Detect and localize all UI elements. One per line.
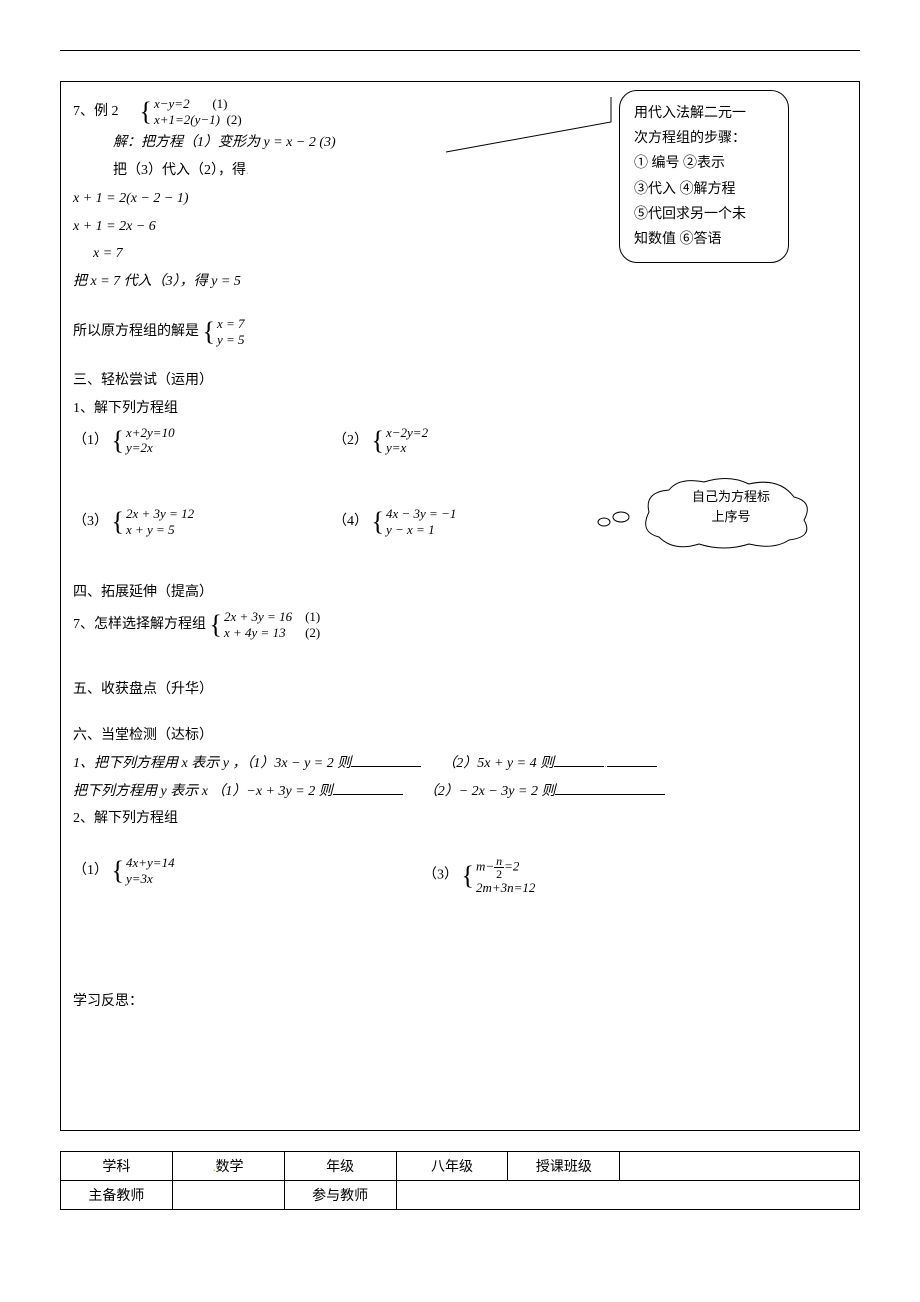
problem-line: 7、怎样选择解方程组 { 2x + 3y = 16 (1) x + 4y = 1… [73, 609, 847, 640]
eq-text: x + 4y = 13 [224, 625, 286, 640]
solution-line: 所以原方程组的解是 { x = 7 y = 5 [73, 316, 847, 347]
problem-label: （4） [333, 514, 368, 529]
blank-field[interactable] [554, 753, 604, 767]
table-cell: 主备教师 [61, 1181, 173, 1210]
callout-line: ⑤代回求另一个未 [634, 202, 774, 227]
eq-text: y − x = 1 [386, 522, 456, 538]
callout-line: ① 编号 ②表示 [634, 151, 774, 176]
table-cell[interactable] [620, 1152, 860, 1181]
table-cell: 授课班级 [508, 1152, 620, 1181]
eq-num: (1) [212, 96, 227, 111]
question-line: 把下列方程用 y 表示 x （1）−x + 3y = 2 则 （2）− 2x −… [73, 780, 847, 804]
eq-text: y=2x [126, 440, 175, 456]
eq-text: 2x + 3y = 12 [126, 506, 194, 522]
subsection: 2、解下列方程组 [73, 807, 847, 831]
problem-label: （3） [73, 514, 108, 529]
eq-text: y=x [386, 440, 428, 456]
table-cell: 学科 [61, 1152, 173, 1181]
eq-text: x−2y=2 [386, 425, 428, 441]
eq-text: =2 [504, 859, 519, 874]
example-label: 7、例 2 [73, 104, 119, 119]
eq-text: 4x+y=14 [126, 855, 175, 871]
table-cell: 参与教师 [284, 1181, 396, 1210]
problem-label: （1） [73, 863, 108, 878]
section-title: 四、拓展延伸（提高） [73, 581, 847, 605]
cloud-line: 自己为方程标 [671, 487, 791, 507]
blank-field[interactable] [607, 753, 657, 767]
eq-text: y=3x [126, 871, 175, 887]
problem-row: （1） { x+2y=10 y=2x （2） { x−2y=2 y=x [73, 425, 847, 456]
eq-text: m− [476, 859, 494, 874]
cloud-line: 上序号 [671, 507, 791, 527]
table-cell: 八年级 [396, 1152, 508, 1181]
eq-text: x+2y=10 [126, 425, 175, 441]
top-rule [60, 50, 860, 51]
sol-eq: x = 7 [217, 316, 245, 332]
callout-tail-icon [441, 92, 616, 162]
section-title: 三、轻松尝试（运用） [73, 369, 847, 393]
solution-prefix: 所以原方程组的解是 [73, 324, 199, 339]
table-row: 学科 .数学 年级 八年级 授课班级 [61, 1152, 860, 1181]
eq-text: 4x − 3y = −1 [386, 506, 456, 522]
sol-eq: y = 5 [217, 332, 245, 348]
callout-line: 知数值 ⑥答语 [634, 227, 774, 252]
callout-line: ③代入 ④解方程 [634, 177, 774, 202]
callout-steps: 用代入法解二元一 次方程组的步骤： ① 编号 ②表示 ③代入 ④解方程 ⑤代回求… [619, 90, 789, 263]
eq-text: x−y=2 [154, 96, 190, 111]
metadata-table: 学科 .数学 年级 八年级 授课班级 主备教师 参与教师 [60, 1151, 860, 1210]
blank-field[interactable] [333, 781, 403, 795]
section-title: 六、当堂检测（达标） [73, 724, 847, 748]
blank-field[interactable] [351, 753, 421, 767]
eq-text: 2m+3n=12 [476, 880, 535, 896]
problem-label: （1） [73, 433, 108, 448]
table-cell[interactable] [172, 1181, 284, 1210]
cloud-text: 自己为方程标 上序号 [671, 487, 791, 526]
table-cell: 年级 [284, 1152, 396, 1181]
table-cell: .数学 [172, 1152, 284, 1181]
subsection: 1、解下列方程组 [73, 397, 847, 421]
blank-field[interactable] [555, 781, 665, 795]
frac-den: 2 [494, 868, 504, 880]
callout-line: 用代入法解二元一 [634, 101, 774, 126]
section-title: 五、收获盘点（升华） [73, 678, 847, 702]
question-line: 1、把下列方程用 x 表示 y ，（1）3x − y = 2 则 （2）5x +… [73, 752, 847, 776]
step-line: 把 x = 7 代入（3），得 y = 5 [73, 270, 847, 294]
callout-line: 次方程组的步骤： [634, 126, 774, 151]
eq-num: (2) [227, 112, 242, 127]
problem-label: （2） [333, 433, 368, 448]
eq-text: 2x + 3y = 16 [224, 609, 292, 624]
reflection-label: 学习反思： [73, 990, 847, 1014]
eq-num: (1) [305, 609, 320, 624]
eq-text: x+1=2(y−1) [154, 112, 220, 127]
eq-num: (2) [305, 625, 320, 640]
problem-label: （3） [423, 868, 458, 883]
eq-text: x + y = 5 [126, 522, 194, 538]
table-row: 主备教师 参与教师 [61, 1181, 860, 1210]
problem-row: （1） { 4x+y=14 y=3x （3） { m−n2=2 2m+3n=12 [73, 855, 847, 896]
table-cell[interactable] [396, 1181, 859, 1210]
main-content: 用代入法解二元一 次方程组的步骤： ① 编号 ②表示 ③代入 ④解方程 ⑤代回求… [60, 81, 860, 1131]
problem-label: 7、怎样选择解方程组 [73, 617, 206, 632]
